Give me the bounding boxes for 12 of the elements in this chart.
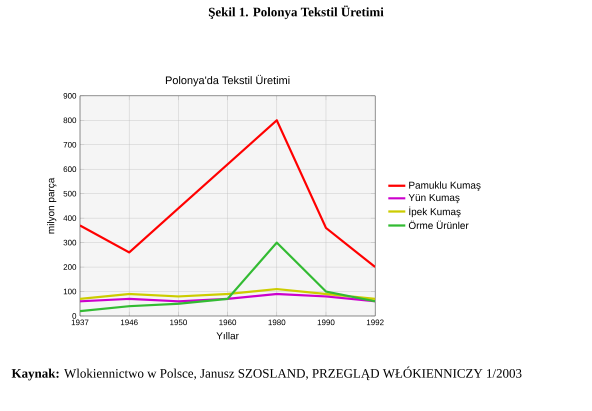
line-series — [80, 288, 376, 300]
legend-label: Örme Ürünler — [408, 220, 469, 230]
chart-subtitle: Polonya'da Tekstil Üretimi — [166, 74, 290, 86]
legend-label: Pamuklu Kumaş — [409, 181, 481, 191]
legend-label: Yün Kumaş — [408, 194, 460, 204]
x-axis-title: Yıllar — [216, 332, 239, 340]
line-series — [80, 292, 376, 302]
y-axis-title: milyon parça — [47, 178, 56, 234]
chart-title: Şekil 1. Polonya Tekstil Üretimi — [208, 6, 384, 20]
legend-label: İpek Kumaş — [409, 206, 461, 218]
line-series — [80, 242, 376, 312]
text: Kaynak: Wlokiennictwo w Polsce, Janusz SZOSLAND, PRZEGLĄD WŁÓKIENNICZY 1/2003 — [12, 366, 522, 380]
